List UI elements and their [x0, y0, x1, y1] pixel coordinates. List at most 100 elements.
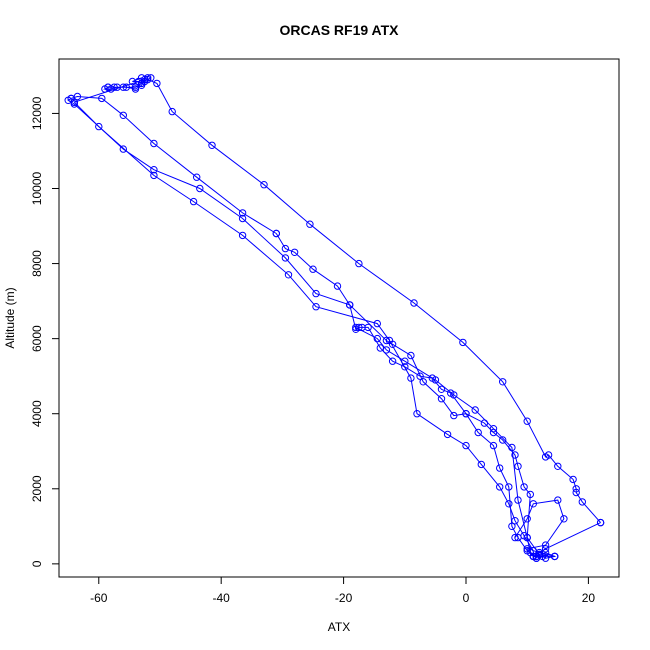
data-point	[355, 259, 363, 268]
x-tick-label: -40	[213, 591, 231, 605]
data-point	[312, 289, 320, 298]
data-point	[410, 299, 418, 307]
data-point	[95, 122, 103, 131]
data-point	[346, 301, 354, 309]
data-point	[471, 406, 479, 414]
data-point	[290, 248, 299, 257]
data-point	[508, 522, 516, 530]
data-point	[98, 94, 106, 103]
data-point	[541, 541, 550, 549]
data-point	[407, 351, 415, 360]
data-point	[168, 107, 176, 116]
data-point	[284, 271, 293, 279]
data-point	[480, 419, 489, 427]
data-point	[544, 451, 553, 459]
data-point	[119, 111, 128, 120]
data-point	[560, 515, 568, 523]
data-point	[150, 166, 158, 174]
data-point	[196, 184, 204, 193]
data-point	[189, 197, 198, 206]
data-point	[431, 376, 440, 384]
data-point	[511, 533, 519, 542]
series-line-1	[146, 77, 601, 523]
series-line-7	[73, 101, 555, 557]
series-line-3	[275, 233, 534, 557]
data-point	[193, 173, 201, 181]
data-point	[437, 385, 446, 393]
data-point	[312, 303, 320, 311]
data-point	[144, 74, 152, 82]
data-points	[64, 74, 605, 562]
y-tick-label: 4000	[30, 400, 44, 427]
data-point	[554, 496, 562, 504]
data-point	[306, 220, 314, 228]
data-point	[523, 417, 531, 425]
data-point	[373, 334, 381, 343]
data-point	[272, 229, 280, 238]
data-point	[541, 545, 550, 553]
data-point	[333, 282, 342, 290]
data-point	[437, 395, 446, 403]
data-point	[238, 214, 247, 223]
data-point	[416, 372, 424, 380]
data-point	[477, 460, 485, 469]
data-point	[281, 244, 290, 253]
data-point	[407, 374, 415, 382]
data-point	[413, 410, 421, 418]
data-point	[474, 428, 482, 437]
data-point	[572, 488, 580, 497]
data-point	[385, 336, 394, 345]
data-point	[401, 363, 409, 371]
data-point	[541, 554, 550, 562]
data-point	[119, 83, 128, 91]
series-line-8	[74, 78, 146, 103]
data-point	[238, 231, 247, 240]
data-point	[70, 98, 79, 106]
data-point	[572, 485, 580, 493]
data-point	[462, 410, 470, 418]
data-point	[208, 141, 216, 150]
y-tick-label: 12000	[30, 96, 44, 130]
data-point	[505, 500, 513, 508]
data-point	[508, 443, 516, 452]
data-point	[450, 411, 458, 420]
data-point	[551, 552, 559, 561]
y-tick-label: 6000	[30, 325, 44, 352]
data-point	[489, 428, 498, 437]
plot-frame	[58, 58, 620, 578]
y-tick-label: 10000	[30, 171, 44, 205]
data-point	[569, 475, 577, 484]
data-point	[511, 451, 519, 459]
data-point	[499, 436, 507, 444]
y-tick-label: 0	[30, 560, 44, 567]
data-point	[150, 139, 158, 148]
data-point	[459, 338, 467, 347]
data-point	[238, 209, 247, 217]
data-point	[514, 496, 522, 504]
data-point	[281, 254, 290, 262]
data-point	[511, 517, 519, 525]
data-point	[382, 346, 391, 354]
data-point	[462, 441, 470, 450]
series-line-5	[67, 97, 540, 555]
data-point	[382, 336, 391, 345]
y-axis-label: Altitude (m)	[3, 287, 17, 348]
data-point	[529, 500, 537, 508]
data-point	[443, 430, 452, 439]
y-axis: 0 2000 4000 6000 8000 10000 12000	[30, 96, 59, 567]
data-point	[526, 490, 534, 499]
y-tick-label: 8000	[30, 250, 44, 277]
data-point	[523, 515, 531, 523]
data-point	[496, 464, 504, 472]
data-point	[150, 171, 158, 180]
data-point	[419, 378, 427, 386]
x-tick-label: 20	[582, 591, 596, 605]
data-point	[309, 265, 317, 273]
data-point	[554, 462, 562, 470]
data-point	[450, 391, 458, 399]
x-axis: -60 -40 -20 0 20	[90, 577, 595, 605]
data-point	[489, 425, 498, 433]
data-point	[499, 378, 507, 386]
data-point	[401, 357, 409, 365]
